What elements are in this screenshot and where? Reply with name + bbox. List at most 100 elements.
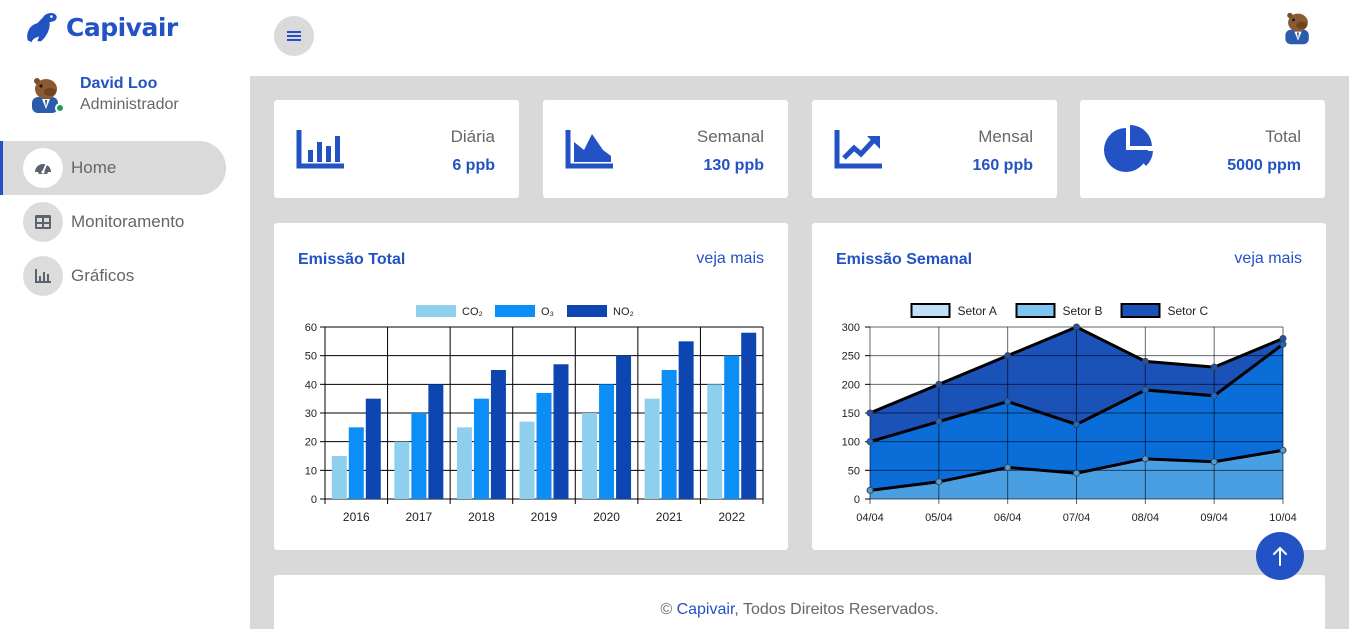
stat-card-total: Total 5000 ppm [1080,100,1325,198]
bar [365,398,381,499]
y-tick-label: 300 [842,322,860,334]
sidebar-nav: Home Monitoramento Gráficos [0,141,250,303]
see-more-link[interactable]: veja mais [1234,250,1302,267]
sidebar-item-label: Gráficos [71,266,135,285]
bar-chart-icon [23,256,63,296]
legend-label: CO₂ [462,306,483,318]
y-tick-label: 20 [305,437,317,449]
pie-chart-icon [1104,124,1153,172]
stat-value: 160 ppb [972,157,1033,174]
sidebar-item-label: Monitoramento [71,212,185,231]
data-point [866,409,874,417]
bar [331,456,347,499]
total-emission-bar-chart: 0 10 20 30 40 50 60 2016 2017 2018 2019 2020 2021 202… [305,305,764,524]
data-point [1004,398,1012,406]
data-point [1141,455,1149,463]
capybara-avatar-icon [1285,12,1309,45]
stat-value: 130 ppb [703,157,764,174]
x-tick-label: 09/04 [1200,512,1228,524]
data-point [1210,458,1218,466]
data-point [1073,420,1080,428]
data-point [1210,363,1218,371]
bar [411,413,427,499]
stat-card-monthly: Mensal 160 ppb [812,100,1057,198]
y-tick-label: 250 [842,351,860,363]
x-tick-label: 2021 [656,510,683,524]
bar [616,355,632,499]
legend-swatch [567,305,607,317]
y-tick-label: 40 [305,379,317,391]
x-tick-label: 2020 [593,510,620,524]
brand-name: Capivair [66,12,178,42]
x-tick-label: 10/04 [1269,512,1297,524]
weekly-emission-area-chart: 0 50 100 150 200 250 300 04/04 05/04 06/04 07/04 08… [842,303,1297,524]
legend-label: Setor A [958,304,997,318]
legend-swatch [1120,303,1161,318]
data-point [1004,352,1012,360]
bar [519,421,535,499]
scroll-to-top-button[interactable] [1256,532,1304,580]
legend-label: Setor B [1063,304,1103,318]
bar [582,413,598,499]
bar [644,398,660,499]
user-avatar-button[interactable] [1280,10,1316,46]
legend-swatch [910,303,951,318]
y-tick-label: 50 [848,465,860,477]
stat-label: Total [1265,127,1301,146]
topbar [250,0,1349,76]
y-tick-label: 150 [842,408,860,420]
bar [678,341,694,499]
data-point [935,380,943,388]
table-icon [23,202,63,242]
data-point [1210,392,1218,400]
area-chart-icon [565,130,613,169]
bar [599,384,615,499]
data-point [866,438,874,446]
bar [536,392,552,499]
data-point [935,418,943,426]
bar [741,332,757,499]
y-tick-label: 30 [305,408,317,420]
user-name: David Loo [80,75,158,92]
stat-value: 6 ppb [452,157,495,174]
bar [490,370,506,499]
x-tick-label: 07/04 [1063,512,1091,524]
copyright-suffix: , Todos Direitos Reservados. [734,601,939,618]
data-point [1279,334,1287,342]
bar [661,370,677,499]
y-tick-label: 0 [854,494,860,506]
footer-brand-link[interactable]: Capivair [676,601,735,618]
y-tick-label: 10 [305,465,317,477]
sidebar: Capivair David Loo Administrador Hom [0,0,250,629]
bar [394,441,410,499]
x-tick-label: 05/04 [925,512,953,524]
bar [428,384,444,499]
stat-card-daily: Diária 6 ppb [274,100,519,198]
data-point [1141,386,1149,394]
x-tick-label: 04/04 [856,512,884,524]
legend-swatch [416,305,456,317]
data-point [1279,446,1287,454]
data-point [1279,340,1287,348]
panel-title: Emissão Semanal [836,251,973,268]
bar [707,384,723,499]
panel-total-emission: Emissão Total veja mais 0 10 20 30 40 50 60 201… [274,223,788,550]
legend-swatch [495,305,535,317]
user-profile[interactable]: David Loo Administrador [26,74,179,116]
menu-toggle-button[interactable] [274,16,314,56]
trend-up-icon [834,130,882,169]
brand-logo[interactable]: Capivair [22,8,178,46]
hamburger-icon [287,31,301,41]
arrow-up-icon [1273,546,1287,566]
x-tick-label: 08/04 [1132,512,1160,524]
footer: © Capivair, Todos Direitos Reservados. [274,575,1325,629]
bar [456,427,472,499]
y-tick-label: 0 [311,494,317,506]
copyright-prefix: © [660,601,677,618]
x-tick-label: 2018 [468,510,495,524]
sidebar-item-graficos[interactable]: Gráficos [0,249,250,303]
sidebar-item-monitoramento[interactable]: Monitoramento [0,195,250,249]
y-tick-label: 60 [305,322,317,334]
see-more-link[interactable]: veja mais [696,250,764,267]
sidebar-item-home[interactable]: Home [0,141,226,195]
